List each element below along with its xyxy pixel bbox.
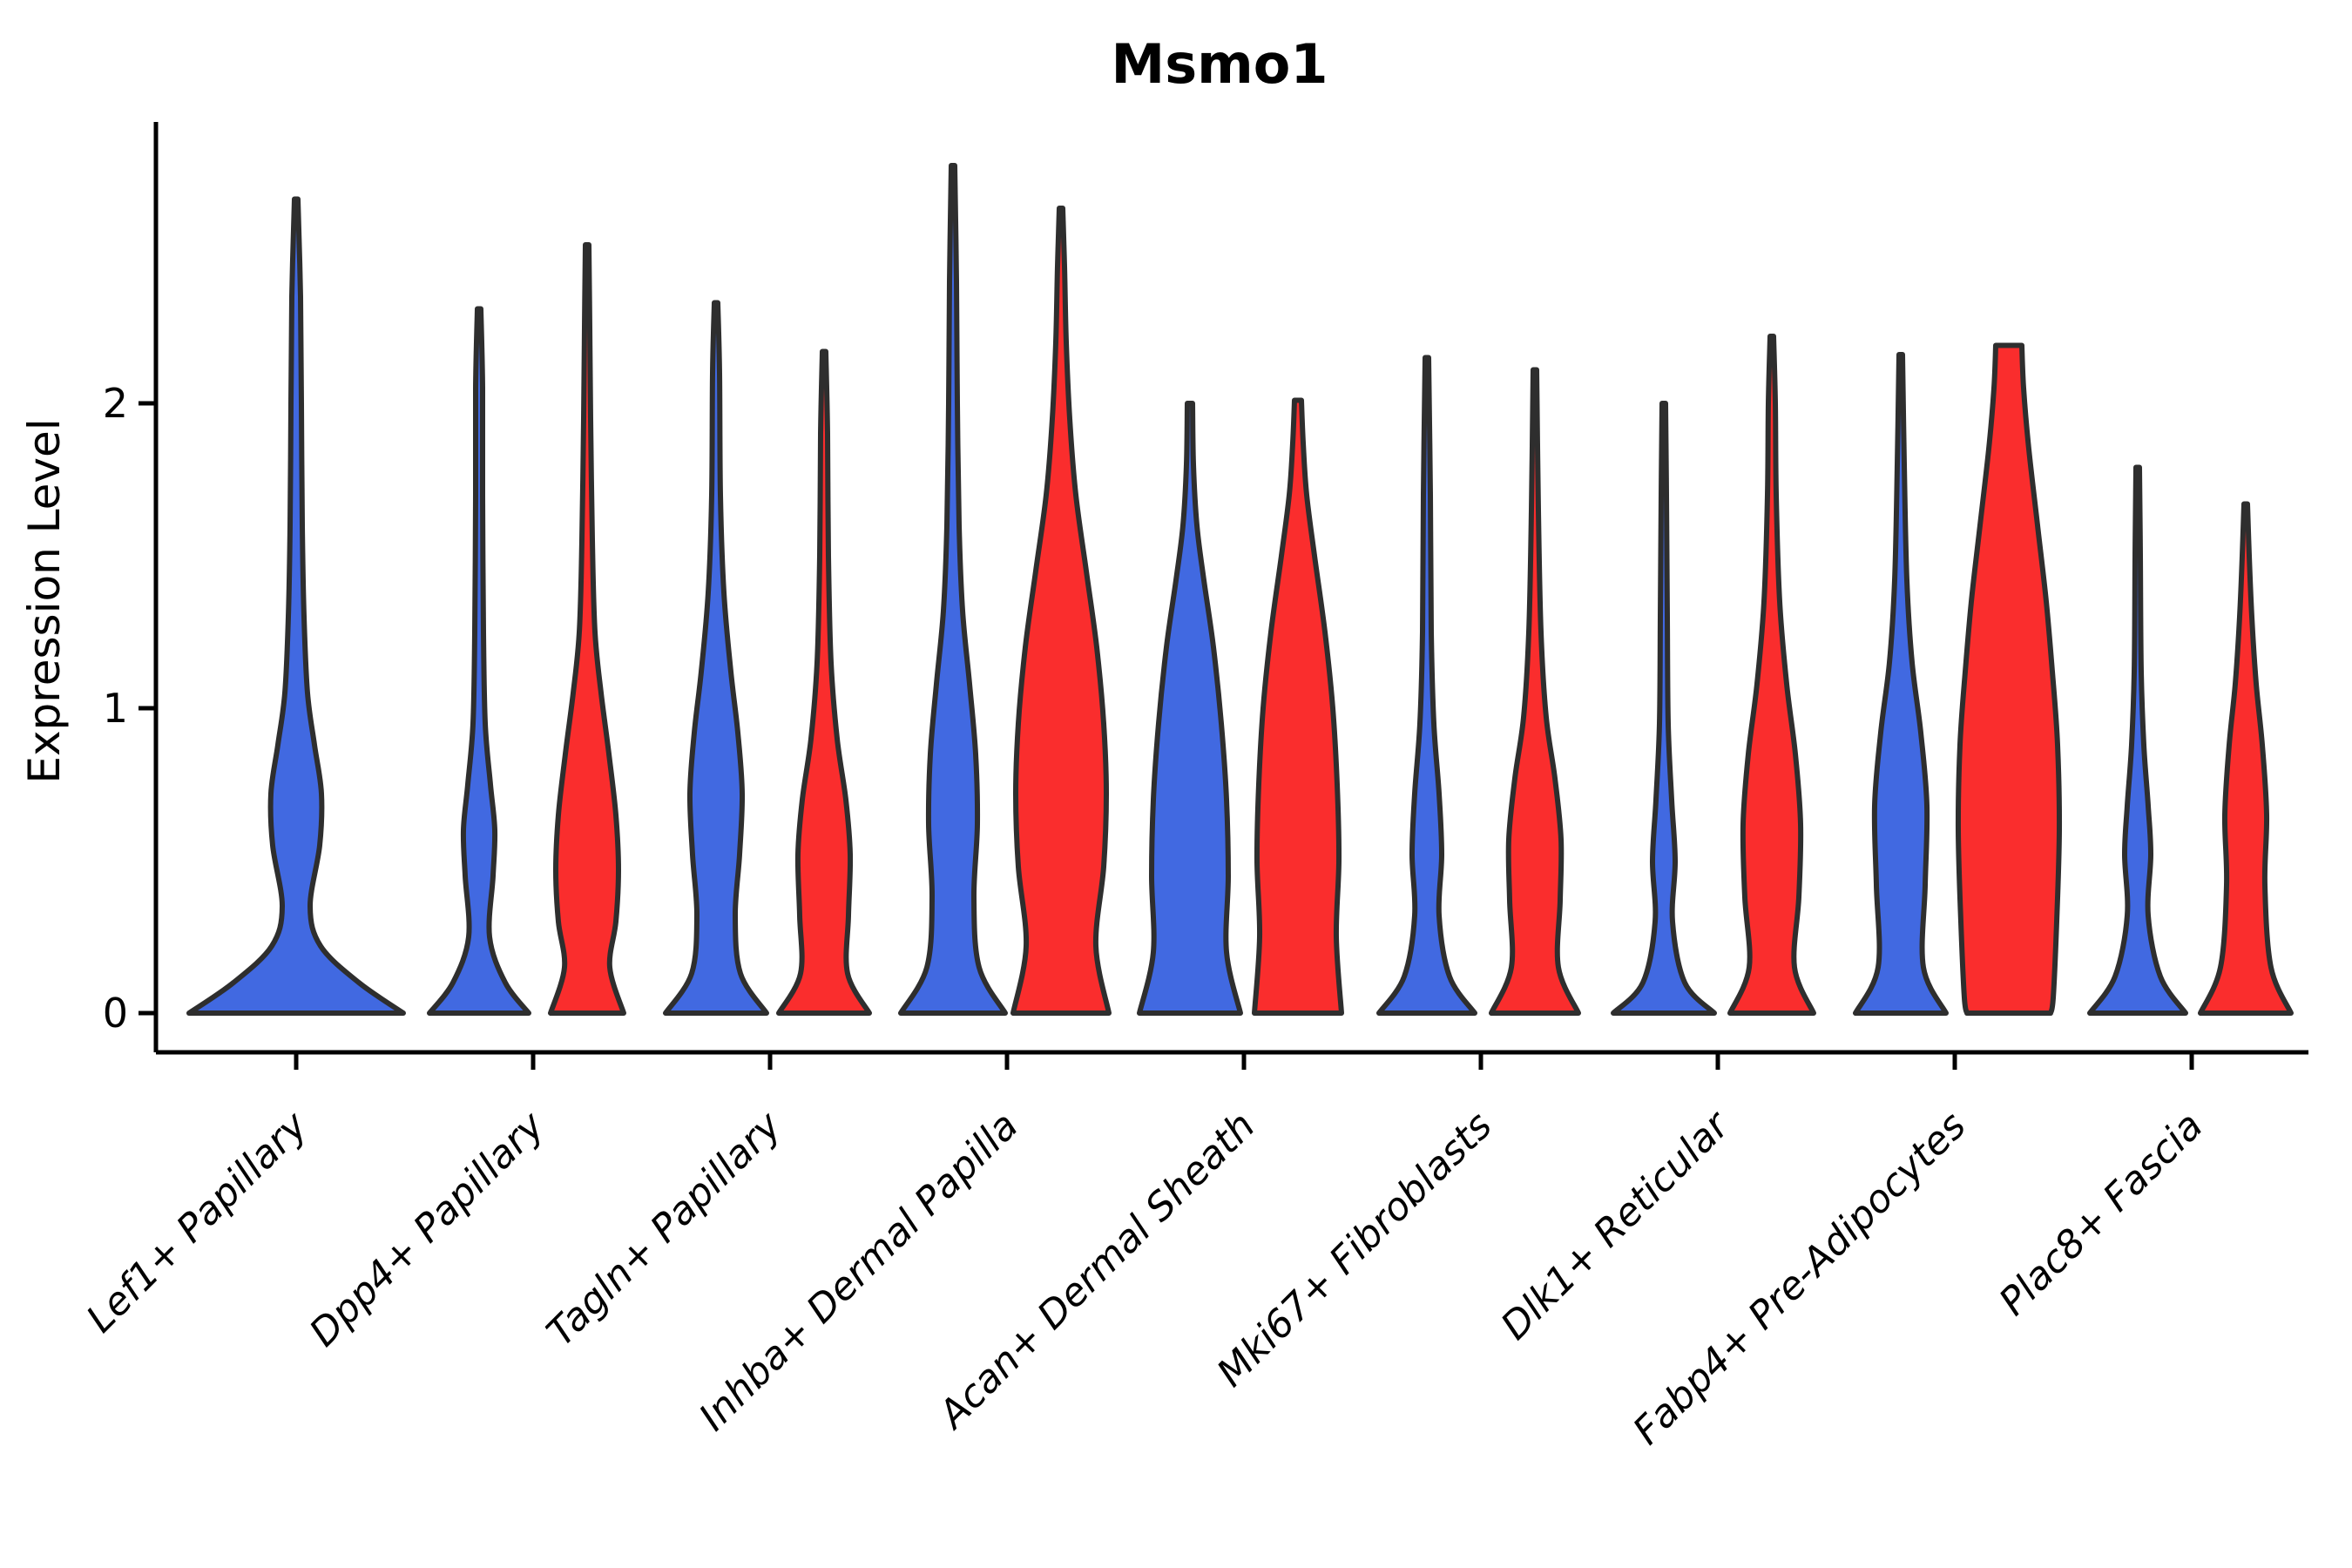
y-tick-label: 1 (103, 685, 128, 732)
violin-plac8+-blue (2087, 464, 2188, 1016)
x-tick-label-2: Dpp4+ Papillary (301, 1103, 554, 1355)
violin-acan+-blue (1137, 401, 1243, 1016)
x-tick-label-9: Plac8+ Fascia (1990, 1104, 2211, 1324)
x-tick-label-3: Tagln+ Papillary (538, 1103, 790, 1355)
x-tick-label-6: Mki67+ Fibroblasts (1208, 1104, 1500, 1396)
violin-tagln+-blue (663, 300, 769, 1016)
axes (153, 122, 2308, 1055)
violin-lef1+-blue (186, 196, 406, 1016)
violin-fabp4+-red (1955, 342, 2063, 1016)
violin-dpp4+-blue (427, 306, 531, 1016)
violin-mki67+-red (1489, 367, 1581, 1016)
violin-dlk1+-red (1727, 334, 1816, 1016)
violin-mki67+-blue (1376, 355, 1477, 1016)
violin-inhba+-blue (898, 163, 1008, 1016)
x-tick-label-7: Dlk1+ Reticular (1492, 1102, 1739, 1348)
violin-fabp4+-blue (1853, 352, 1949, 1016)
y-tick-label: 0 (103, 990, 128, 1037)
y-axis-ticks: 0 1 2 (103, 380, 156, 1037)
violin-shapes (186, 163, 2294, 1016)
violin-dpp4+-red (548, 242, 626, 1016)
violin-tagln+-red (776, 348, 872, 1016)
y-tick-label: 2 (103, 380, 128, 427)
violin-plac8+-red (2198, 501, 2294, 1016)
violin-inhba+-red (1010, 206, 1112, 1016)
violin-acan+-red (1252, 397, 1344, 1016)
y-axis-label: Expression Level (19, 418, 70, 783)
x-tick-label-1: Lef1+ Papillary (78, 1103, 317, 1342)
violin-dlk1+-blue (1611, 401, 1717, 1016)
chart-title: Msmo1 (1112, 32, 1328, 96)
